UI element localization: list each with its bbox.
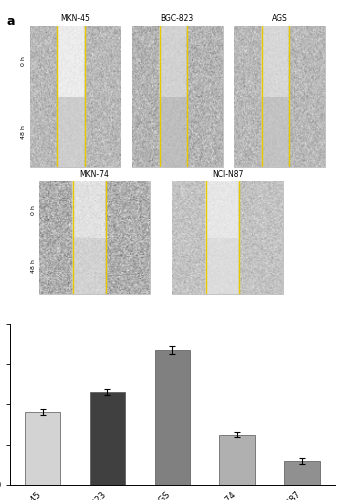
Bar	[90, 392, 125, 485]
Text: BGC-823: BGC-823	[161, 14, 194, 24]
Bar	[154, 350, 190, 485]
Text: MKN-74: MKN-74	[79, 170, 110, 178]
Bar	[172, 182, 283, 294]
Text: a: a	[7, 15, 16, 28]
Bar	[39, 182, 150, 294]
Text: 48 h: 48 h	[21, 125, 26, 139]
Text: AGS: AGS	[272, 14, 287, 24]
Bar	[132, 26, 223, 168]
Text: 0 h: 0 h	[21, 56, 26, 66]
Bar	[25, 412, 61, 485]
Bar	[234, 26, 325, 168]
Bar	[284, 461, 320, 485]
Text: MKN-45: MKN-45	[60, 14, 90, 24]
Text: 48 h: 48 h	[31, 259, 36, 273]
Text: 0 h: 0 h	[31, 205, 36, 214]
Bar	[219, 434, 255, 485]
Text: NCI-N87: NCI-N87	[212, 170, 243, 178]
Bar	[30, 26, 120, 168]
